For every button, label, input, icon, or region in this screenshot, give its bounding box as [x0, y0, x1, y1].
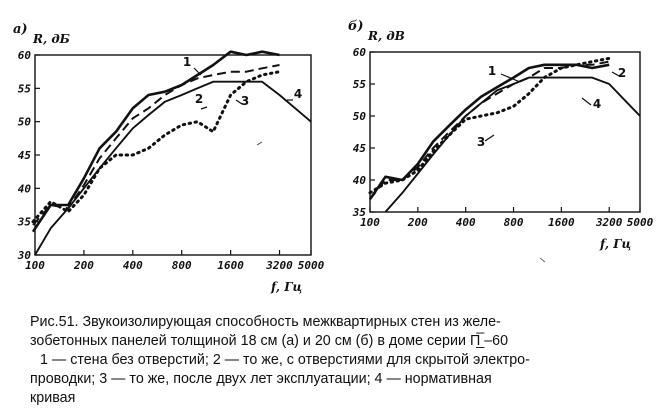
x-tick-label-a: 5000 — [298, 259, 325, 272]
caption-line-4: проводки; 3 — то же, после двух лет эксп… — [30, 371, 492, 387]
x-tick-label-b: 3200 — [595, 216, 623, 229]
x-tick-label-a: 3200 — [265, 259, 293, 272]
curve-label-b-3: 3 — [477, 135, 485, 149]
curve-leader-a-3 — [235, 99, 243, 105]
panel-label-a: а) — [13, 22, 28, 37]
series-line-b-3 — [368, 56, 611, 195]
y-tick-label-b: 60 — [353, 46, 367, 59]
x-tick-label-a: 1600 — [217, 259, 244, 272]
y-tick-label-a: 40 — [18, 182, 32, 195]
y-tick-label-a: 50 — [18, 116, 32, 129]
curve-label-a-1: 1 — [183, 55, 191, 69]
print-speck — [256, 141, 263, 146]
y-tick-label-b: 50 — [353, 110, 367, 123]
y-tick-label-a: 60 — [18, 49, 32, 62]
y-axis-label-a: R, дБ — [32, 32, 70, 46]
y-tick-label-a: 35 — [17, 216, 32, 229]
curve-label-b-2: 2 — [618, 66, 626, 80]
figure-caption: Рис.51. Звукоизолирующая способность меж… — [30, 313, 660, 408]
x-tick-label-b: 200 — [407, 216, 428, 229]
x-tick-label-a: 400 — [123, 259, 143, 272]
series-line-a-1 — [31, 50, 280, 233]
caption-line-5: кривая — [30, 390, 76, 406]
series-line-b-1 — [368, 63, 610, 200]
x-tick-label-b: 5000 — [627, 216, 654, 229]
curve-leader-b-3 — [484, 134, 495, 142]
curve-leader-b-1 — [500, 73, 521, 83]
x-tick-label-b: 400 — [456, 216, 476, 229]
series-line-a-2 — [32, 64, 280, 226]
x-tick-label-b: 100 — [360, 216, 380, 229]
y-tick-label-a: 30 — [17, 249, 32, 262]
y-tick-label-b: 40 — [353, 174, 367, 187]
x-tick-label-a: 200 — [73, 259, 94, 272]
series-line-b-4 — [384, 76, 641, 213]
curve-leader-b-4 — [581, 97, 592, 106]
x-tick-label-b: 1600 — [548, 216, 575, 229]
plot-frame-b — [369, 51, 641, 213]
x-tick-label-a: 100 — [25, 259, 45, 272]
y-tick-label-a: 55 — [18, 82, 32, 95]
caption-line-3: 1 — стена без отверстий; 2 — то же, с от… — [40, 352, 530, 368]
curve-label-b-1: 1 — [488, 64, 496, 78]
panel-label-b: б) — [348, 19, 364, 34]
y-tick-label-a: 45 — [18, 149, 32, 162]
curve-leader-a-2 — [200, 106, 208, 110]
curve-leader-b-2 — [611, 71, 620, 77]
curve-label-a-2: 2 — [195, 92, 203, 106]
series-line-a-4 — [34, 80, 312, 256]
caption-line-2: зобетонных панелей толщиной 18 см (а) и … — [30, 333, 509, 349]
y-tick-label-b: 45 — [353, 142, 367, 155]
x-axis-label-b: f, Гц — [599, 237, 631, 251]
curve-label-b-4: 4 — [593, 97, 601, 111]
curve-leader-a-1 — [193, 67, 202, 76]
curve-label-a-4: 4 — [294, 87, 302, 101]
plot-frame-a — [34, 54, 312, 256]
y-tick-label-b: 55 — [353, 78, 367, 91]
series-line-a-3 — [31, 70, 281, 224]
x-axis-label-a: f, Гц — [270, 280, 302, 294]
x-tick-label-a: 800 — [172, 259, 192, 272]
y-axis-label-b: R, дВ — [367, 29, 405, 43]
x-tick-label-b: 800 — [504, 216, 524, 229]
caption-line-1: Рис.51. Звукоизолирующая способность меж… — [30, 314, 501, 330]
curve-label-a-3: 3 — [241, 94, 249, 108]
series-line-b-2 — [369, 60, 610, 200]
y-tick-label-b: 35 — [352, 206, 367, 219]
print-speck — [539, 257, 546, 263]
